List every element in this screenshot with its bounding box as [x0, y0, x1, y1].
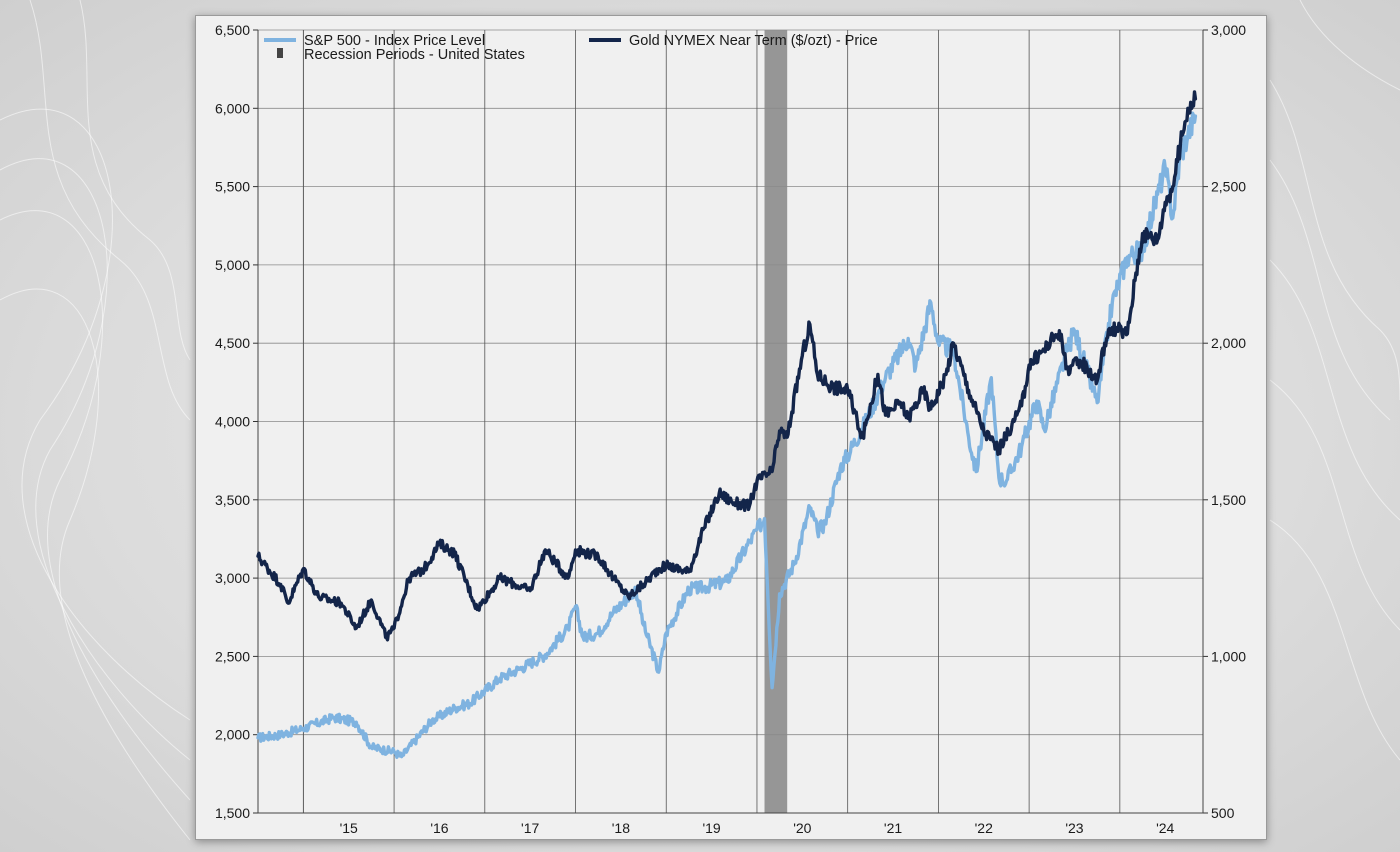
y-left-tick-label: 4,500: [215, 335, 250, 351]
x-tick-label: '22: [975, 820, 993, 836]
y-left-tick-label: 4,000: [215, 414, 250, 430]
x-tick-label: '15: [340, 820, 358, 836]
legend: S&P 500 - Index Price Level Gold NYMEX Ne…: [264, 33, 878, 63]
y-left-tick-label: 1,500: [215, 805, 250, 821]
x-tick-label: '18: [612, 820, 630, 836]
x-tick-label: '21: [884, 820, 902, 836]
line-chart: 1,500 2,000 2,500 3,000 3,500 4,000 4,500 5,000…: [215, 22, 1246, 836]
y-right-tick-label: 3,000: [1211, 22, 1246, 38]
x-tick-label: '23: [1065, 820, 1083, 836]
y-left-tick-label: 3,000: [215, 570, 250, 586]
x-tick-label: '20: [793, 820, 811, 836]
x-tick-label: '16: [430, 820, 448, 836]
x-tick-label: '19: [702, 820, 720, 836]
legend-label: S&P 500 - Index Price Level: [304, 33, 485, 49]
y-left-tick-label: 6,500: [215, 22, 250, 38]
y-right-tick-label: 500: [1211, 805, 1235, 821]
series-line: [256, 111, 1198, 759]
y-left-tick-label: 5,500: [215, 179, 250, 195]
y-left-tick-label: 3,500: [215, 492, 250, 508]
y-right-tick-label: 1,500: [1211, 492, 1246, 508]
axes-layer: 1,500 2,000 2,500 3,000 3,500 4,000 4,500 5,000…: [215, 22, 1246, 836]
x-tick-label: '17: [521, 820, 539, 836]
series-line: [256, 90, 1198, 642]
chart-panel: 1,500 2,000 2,500 3,000 3,500 4,000 4,500 5,000…: [195, 15, 1267, 840]
y-left-tick-label: 2,000: [215, 727, 250, 743]
legend-label: Recession Periods - United States: [304, 47, 525, 63]
legend-label: Gold NYMEX Near Term ($/ozt) - Price: [629, 33, 878, 49]
y-left-tick-label: 5,000: [215, 257, 250, 273]
series-layer: [256, 90, 1198, 759]
legend-swatch: [277, 48, 283, 58]
y-left-tick-label: 2,500: [215, 648, 250, 664]
y-right-tick-label: 2,000: [1211, 335, 1246, 351]
y-left-tick-label: 6,000: [215, 100, 250, 116]
y-right-tick-label: 1,000: [1211, 648, 1246, 664]
grid-layer: [258, 29, 1203, 814]
x-tick-label: '24: [1156, 820, 1174, 836]
y-right-tick-label: 2,500: [1211, 179, 1246, 195]
